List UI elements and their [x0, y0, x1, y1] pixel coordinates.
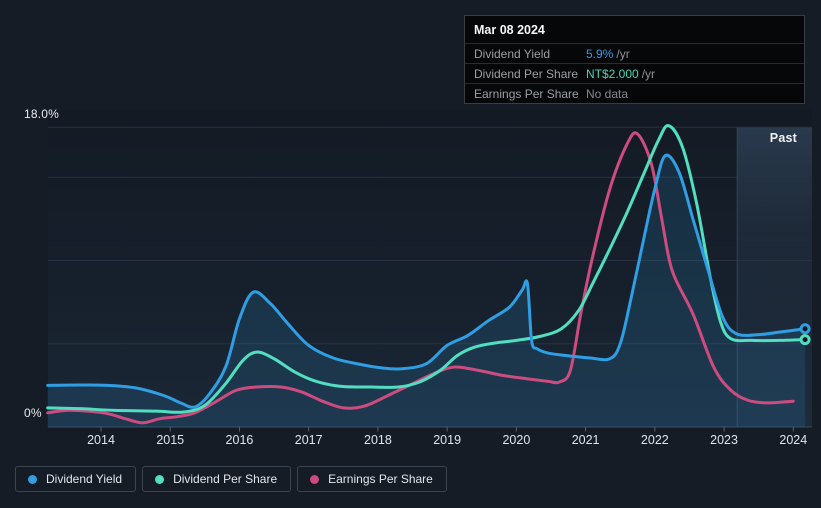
x-axis-label-2017: 2017 [294, 433, 323, 447]
tooltip: Mar 08 2024 Dividend Yield 5.9% /yr Divi… [464, 15, 805, 104]
legend: Dividend Yield Dividend Per Share Earnin… [15, 466, 447, 492]
tooltip-row-earnings-per-share: Earnings Per Share No data [465, 83, 804, 103]
x-axis-label-2020: 2020 [502, 433, 531, 447]
dividend-yield-dot-icon [28, 474, 37, 484]
x-axis-label-2023: 2023 [710, 433, 738, 447]
x-axis-label-2014: 2014 [87, 433, 115, 447]
x-axis-label-2016: 2016 [225, 433, 254, 447]
current-value-marker-dividend-yield [799, 323, 811, 335]
legend-label: Earnings Per Share [328, 472, 433, 486]
earnings-per-share-dot-icon [310, 474, 320, 484]
legend-item-dividend-yield[interactable]: Dividend Yield [15, 466, 137, 492]
tooltip-row-dividend-yield: Dividend Yield 5.9% /yr [465, 43, 804, 63]
tooltip-value: 5.9% [586, 46, 614, 61]
tooltip-value-suffix: /yr [641, 66, 656, 81]
area-fill-dividend-yield [47, 155, 806, 427]
x-axis-label-2019: 2019 [433, 433, 462, 447]
legend-label: Dividend Per Share [173, 472, 278, 486]
legend-item-earnings-per-share[interactable]: Earnings Per Share [297, 466, 447, 492]
line-earnings-per-share [46, 131, 795, 425]
dividend-per-share-dot-icon [155, 474, 165, 484]
tooltip-value: No data [586, 86, 629, 101]
past-label: Past [769, 131, 797, 145]
legend-label: Dividend Yield [46, 472, 123, 486]
y-axis-label-max: 18.0% [24, 107, 60, 121]
line-dividend-yield [46, 153, 807, 409]
tooltip-label: Earnings Per Share [474, 86, 579, 101]
x-axis-label-2018: 2018 [364, 433, 392, 447]
current-value-marker-dividend-per-share [799, 334, 811, 346]
y-axis-label-zero: 0% [24, 406, 42, 420]
tooltip-label: Dividend Per Share [474, 66, 579, 81]
tooltip-date: Mar 08 2024 [474, 23, 545, 37]
tooltip-value-suffix: /yr [616, 46, 630, 61]
tooltip-row-dividend-per-share: Dividend Per Share NT$2.000 /yr [465, 63, 804, 83]
x-axis-label-2022: 2022 [640, 433, 669, 447]
x-axis-label-2015: 2015 [156, 433, 185, 447]
tooltip-value: NT$2.000 [586, 66, 639, 81]
tooltip-label: Dividend Yield [474, 46, 551, 61]
x-axis-label-2024: 2024 [779, 433, 808, 447]
legend-item-dividend-per-share[interactable]: Dividend Per Share [142, 466, 292, 492]
line-dividend-per-share [46, 124, 807, 414]
x-axis-label-2021: 2021 [571, 433, 600, 447]
